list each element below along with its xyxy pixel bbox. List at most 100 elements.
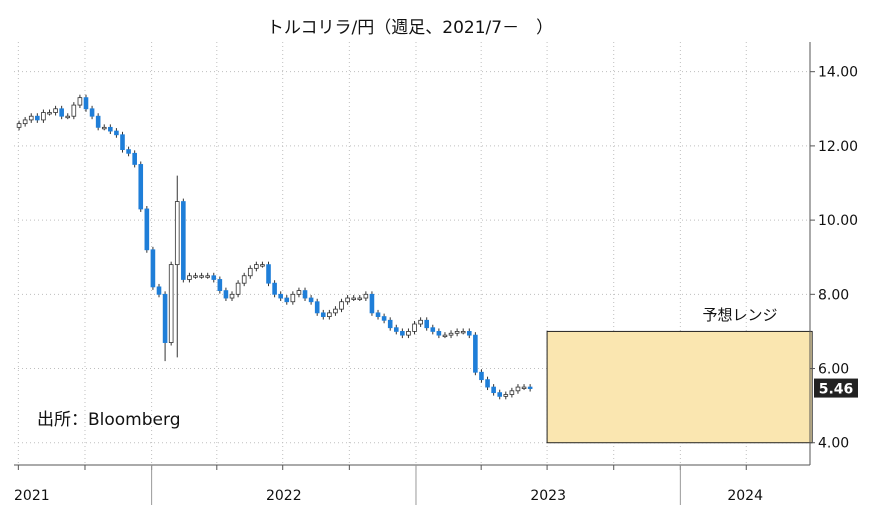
candle: [454, 328, 460, 337]
candle-body-up: [327, 312, 332, 317]
candle: [59, 105, 64, 120]
candle-body-down: [473, 334, 478, 373]
candle: [491, 384, 496, 396]
candle-body-down: [400, 331, 405, 336]
candle-body-up: [509, 390, 515, 395]
candle: [83, 94, 89, 112]
candle-body-down: [302, 290, 308, 299]
candle-body-down: [156, 286, 162, 295]
candle-body-up: [442, 334, 448, 338]
candle-body-down: [272, 282, 277, 295]
candle-body-down: [497, 392, 503, 397]
candle: [400, 328, 405, 339]
candle: [205, 272, 210, 279]
candle-body-down: [59, 108, 64, 117]
candle-body-down: [424, 319, 430, 329]
candle-body-up: [47, 112, 52, 115]
y-tick-label: 10.00: [818, 213, 858, 229]
candle: [424, 317, 430, 331]
candle: [333, 306, 338, 316]
last-value-label: 5.46: [819, 382, 854, 398]
candle-body-down: [393, 327, 399, 332]
candle: [278, 291, 283, 301]
candle-body-down: [314, 301, 320, 314]
candle-body-up: [205, 275, 210, 278]
candle-body-down: [144, 208, 150, 251]
candle-body-up: [412, 323, 417, 332]
candle: [254, 261, 259, 272]
candle-body-down: [466, 331, 472, 336]
candle-body-down: [369, 293, 375, 314]
candle: [327, 309, 332, 320]
candle-body-up: [454, 331, 460, 334]
candle-body-down: [120, 134, 125, 151]
candle-body-up: [406, 331, 411, 336]
candle-body-up: [199, 275, 204, 278]
candle-body-up: [174, 201, 180, 266]
forecast-box: [546, 330, 813, 444]
candle: [217, 276, 223, 294]
candle: [351, 295, 356, 301]
candle-body-up: [235, 282, 241, 295]
candle-body-up: [28, 115, 34, 121]
candle: [223, 287, 229, 301]
candle: [22, 116, 28, 127]
candle: [241, 272, 247, 287]
candle-body-up: [168, 264, 174, 343]
candle: [290, 291, 296, 305]
candle-body-up: [418, 319, 423, 325]
candle: [266, 261, 271, 287]
candle: [418, 317, 423, 327]
candle-body-up: [515, 386, 521, 392]
candle: [132, 150, 137, 168]
candle: [363, 291, 369, 301]
candle-body-down: [308, 297, 314, 303]
candle-body-down: [436, 331, 442, 336]
candle: [473, 332, 478, 376]
candle-body-up: [247, 267, 253, 277]
candle: [71, 102, 77, 120]
candle: [521, 384, 527, 391]
candle-body-down: [83, 97, 89, 110]
candle-body-down: [430, 327, 436, 332]
candle: [509, 387, 515, 398]
candle-body-up: [53, 108, 58, 113]
forecast-range: [546, 330, 813, 444]
y-tick-label: 14.00: [818, 65, 858, 81]
candle-body-down: [150, 249, 156, 288]
candle: [314, 298, 320, 316]
chart-title: トルコリラ/円（週足、2021/7－ ）: [267, 18, 553, 38]
candle: [89, 105, 95, 120]
candle: [181, 198, 186, 283]
candle: [199, 272, 204, 279]
last-value-badge: 5.46: [814, 378, 858, 398]
candle: [211, 272, 217, 283]
candle-body-up: [339, 301, 344, 310]
y-tick-label: 8.00: [818, 287, 849, 303]
candle: [436, 328, 442, 339]
candle-body-down: [89, 108, 95, 117]
candle-body-down: [381, 316, 387, 321]
candle: [187, 272, 192, 283]
candle: [168, 261, 174, 346]
candle: [138, 161, 144, 212]
candle: [247, 265, 253, 279]
candle: [406, 328, 411, 339]
candle: [448, 330, 454, 339]
candle: [28, 113, 34, 123]
candle: [260, 261, 265, 268]
candle: [65, 113, 71, 120]
candle: [126, 146, 131, 157]
candle-body-up: [448, 332, 454, 336]
candle-body-up: [65, 115, 71, 119]
candle: [162, 291, 168, 362]
candle: [527, 384, 533, 392]
candle-body-up: [357, 297, 363, 300]
candle-body-down: [375, 312, 381, 317]
x-tick-label: 2022: [266, 488, 302, 504]
candle-body-up: [333, 308, 338, 314]
candle: [193, 272, 198, 279]
candle-body-down: [126, 149, 131, 154]
candle: [296, 287, 302, 298]
